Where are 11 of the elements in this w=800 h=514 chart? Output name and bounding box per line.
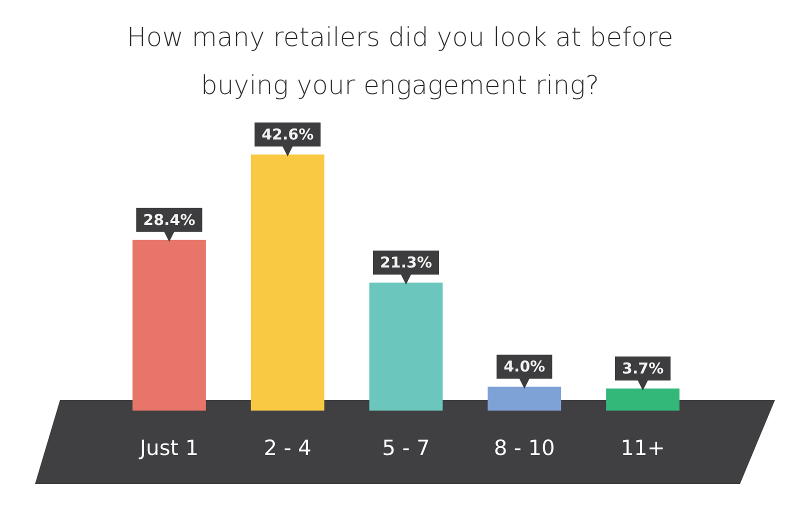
data-label: 21.3%: [380, 254, 432, 272]
data-label: 4.0%: [504, 358, 546, 376]
x-tick-label: 11+: [620, 436, 665, 460]
x-tick-label: 8 - 10: [494, 436, 555, 460]
x-tick-label: 5 - 7: [382, 436, 430, 460]
x-tick-label: 2 - 4: [264, 436, 312, 460]
data-label: 28.4%: [143, 210, 196, 229]
chart-title: How many retailers did you look at before buying your engagement ring?: [126, 22, 674, 103]
data-label: 42.6%: [262, 125, 314, 144]
x-tick-label: Just 1: [138, 436, 199, 460]
data-label: 3.7%: [622, 359, 664, 378]
